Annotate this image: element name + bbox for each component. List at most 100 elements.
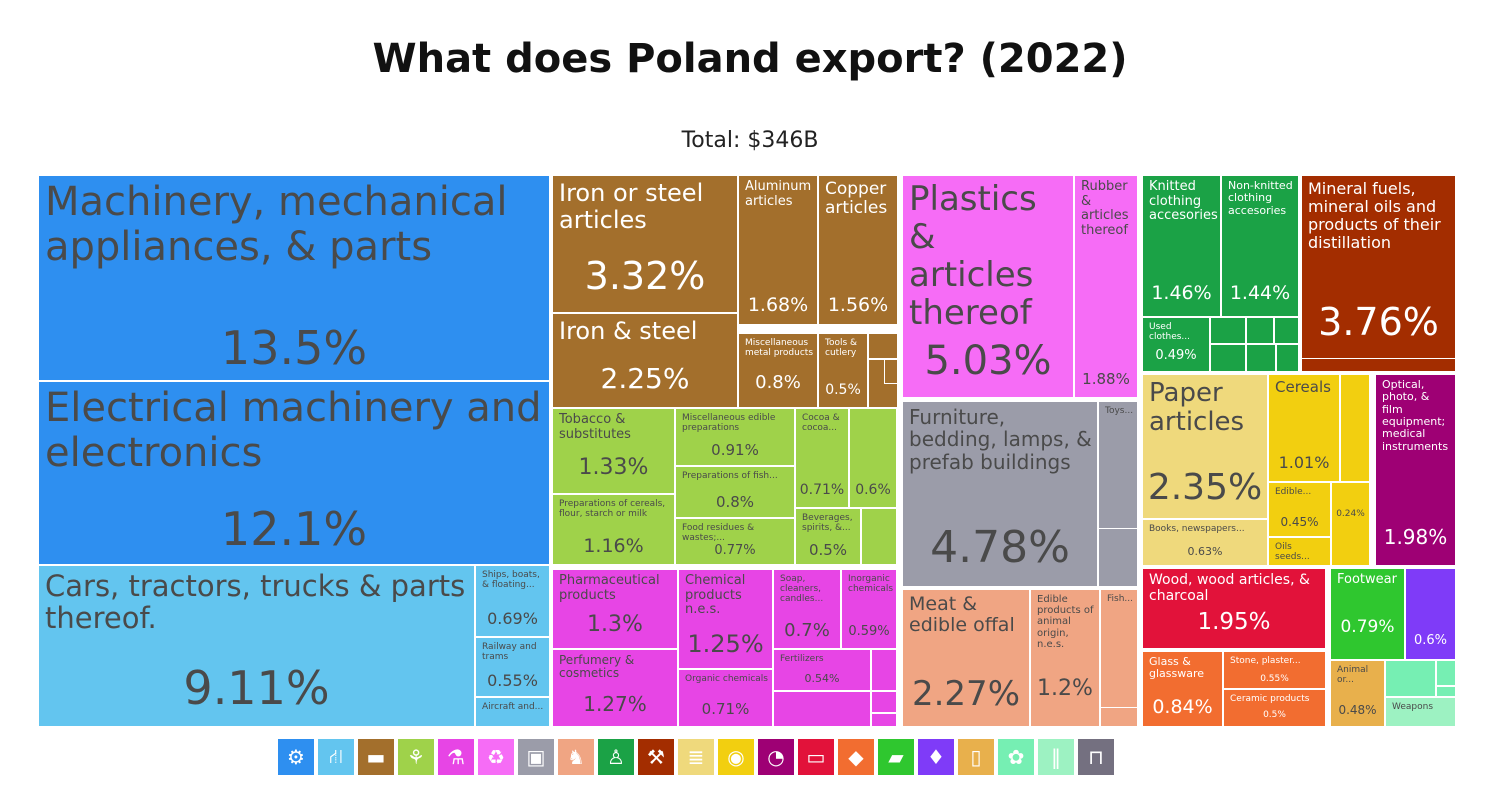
tile-small-metals[interactable] [884,359,898,384]
tile-small-chemicals[interactable] [871,713,897,727]
tile-unlabeled[interactable]: 0.6% [849,408,897,508]
tile-cocoa-cocoa[interactable]: Cocoa & cocoa... 0.71% [795,408,849,508]
tile-small-textiles[interactable] [1210,317,1246,344]
tile-edible[interactable]: Edible... 0.45% [1268,482,1331,537]
tile-used-clothes[interactable]: Used clothes... 0.49% [1142,317,1210,372]
tile-unlabeled[interactable]: 0.24% [1331,482,1370,566]
tile-small-chemicals[interactable] [773,691,871,727]
tile-food-residues-wastes[interactable]: Food residues & wastes;... 0.77% [675,518,795,565]
tile-plastics-articles-thereof[interactable]: Plastics & articles thereof 5.03% [902,175,1074,398]
legend-transport[interactable]: ⛙ [318,739,354,775]
legend-wood[interactable]: ▭ [798,739,834,775]
tile-glass-glassware[interactable]: Glass & glassware 0.84% [1142,651,1223,727]
tile-machinery-mechanical-appliances-parts[interactable]: Machinery, mechanical appliances, & part… [38,175,550,381]
tile-small-textiles[interactable] [1210,344,1246,372]
tile-inorganic-chemicals[interactable]: Inorganic chemicals 0.59% [841,569,897,649]
tile-aluminum-articles[interactable]: Aluminum articles 1.68% [738,175,818,325]
tile-tobacco-substitutes[interactable]: Tobacco & substitutes 1.33% [552,408,675,494]
legend-misc[interactable]: ⊓ [1078,739,1114,775]
tile-small-minerals[interactable] [1301,358,1456,372]
legend-chemicals[interactable]: ⚗ [438,739,474,775]
tile-electrical-machinery-and-electronics[interactable]: Electrical machinery and electronics 12.1… [38,381,550,565]
tile-cars-tractors-trucks-parts-thereof[interactable]: Cars, tractors, trucks & parts thereof. 9… [38,565,475,727]
tile-weapons[interactable]: Weapons [1385,697,1456,727]
tile-miscellaneous-edible-preparations[interactable]: Miscellaneous edible preparations 0.91% [675,408,795,466]
legend-textiles[interactable]: ♙ [598,739,634,775]
tile-knitted-clothing-accesories[interactable]: Knitted clothing accesories 1.46% [1142,175,1221,317]
tile-paper-articles[interactable]: Paper articles 2.35% [1142,374,1268,519]
legend-metals[interactable]: ▬ [358,739,394,775]
tile-label: Weapons [1392,702,1434,712]
legend-minerals[interactable]: ⚒ [638,739,674,775]
legend-animalhides[interactable]: ✿ [998,739,1034,775]
tile-small-animalhides[interactable] [1385,660,1436,697]
tile-small-animalhides[interactable] [1436,686,1456,697]
tile-small-furniture[interactable] [1098,528,1138,587]
tile-soap-cleaners-candles[interactable]: Soap, cleaners, candles... 0.7% [773,569,841,649]
tile-value: 1.3% [587,612,643,637]
tile-small-textiles[interactable] [1276,344,1299,372]
tile-unlabeled[interactable]: 0.6% [1405,568,1456,660]
tile-small-animalhides[interactable] [1436,660,1456,686]
recycle-icon: ♻ [487,745,505,769]
legend-vegetable[interactable]: ◉ [718,739,754,775]
tile-small-animal[interactable] [1100,707,1138,727]
tile-small-vegetable[interactable] [1340,374,1370,482]
legend-animal[interactable]: ♞ [558,739,594,775]
tile-preparations-of-cereals-flour-starch-or-milk[interactable]: Preparations of cereals, flour, starch o… [552,494,675,565]
legend-footwear[interactable]: ▰ [878,739,914,775]
tile-small-food[interactable] [861,508,897,565]
tile-preparations-of-fish[interactable]: Preparations of fish... 0.8% [675,466,795,518]
tile-aircraft-and[interactable]: Aircraft and... [475,697,550,727]
tile-non-knitted-clothing-accesories[interactable]: Non-knitted clothing accesories 1.44% [1221,175,1299,317]
tile-optical-photo-film-equipment-medical-instruments[interactable]: Optical, photo, & film equipment; medica… [1375,374,1456,566]
tile-perfumery-cosmetics[interactable]: Perfumery & cosmetics 1.27% [552,649,678,727]
tile-rubber-articles-thereof[interactable]: Rubber & articles thereof 1.88% [1074,175,1138,398]
tile-iron-steel[interactable]: Iron & steel 2.25% [552,313,738,408]
tile-fish[interactable]: Fish... [1100,589,1138,727]
tile-footwear[interactable]: Footwear 0.79% [1330,568,1405,660]
legend-instruments[interactable]: ◔ [758,739,794,775]
tile-furniture-bedding-lamps-prefab-buildings[interactable]: Furniture, bedding, lamps, & prefab buil… [902,401,1098,587]
legend-machinery[interactable]: ⚙ [278,739,314,775]
legend-plastics[interactable]: ♻ [478,739,514,775]
tile-small-chemicals[interactable] [871,649,897,691]
legend-foodsmall[interactable]: ▯ [958,739,994,775]
legend-stone[interactable]: ◆ [838,739,874,775]
tile-meat-edible-offal[interactable]: Meat & edible offal 2.27% [902,589,1030,727]
tile-small-metals[interactable] [868,333,898,359]
tile-oils-seeds[interactable]: Oils seeds... [1268,537,1331,566]
tile-railway-and-trams[interactable]: Railway and trams 0.55% [475,637,550,697]
tile-beverages-spirits[interactable]: Beverages, spirits, &... 0.5% [795,508,861,565]
tile-small-chemicals[interactable] [871,691,897,713]
diamond-icon: ♦ [927,745,945,769]
legend-weapons[interactable]: ‖ [1038,739,1074,775]
tile-organic-chemicals[interactable]: Organic chemicals 0.71% [678,669,773,727]
tile-iron-or-steel-articles[interactable]: Iron or steel articles 3.32% [552,175,738,313]
tile-small-textiles[interactable] [1274,317,1299,344]
tile-label: Edible products of animal origin, n.e.s. [1037,594,1094,650]
tile-copper-articles[interactable]: Copper articles 1.56% [818,175,898,325]
legend-precious[interactable]: ♦ [918,739,954,775]
tile-stone-plaster[interactable]: Stone, plaster... 0.55% [1223,651,1326,689]
tile-edible-products-of-animal-origin-n-e-s[interactable]: Edible products of animal origin, n.e.s.… [1030,589,1100,727]
tile-chemical-products-n-e-s[interactable]: Chemical products n.e.s. 1.25% [678,569,773,669]
tile-ships-boats-floating[interactable]: Ships, boats, & floating... 0.69% [475,565,550,637]
tile-miscellaneous-metal-products[interactable]: Miscellaneous metal products 0.8% [738,333,818,408]
tile-fertilizers[interactable]: Fertilizers 0.54% [773,649,871,691]
legend-furniture[interactable]: ▣ [518,739,554,775]
tile-small-textiles[interactable] [1246,317,1274,344]
legend-food[interactable]: ⚘ [398,739,434,775]
tile-cereals[interactable]: Cereals 1.01% [1268,374,1340,482]
tile-books-newspapers[interactable]: Books, newspapers... 0.63% [1142,519,1268,566]
tile-small-textiles[interactable] [1246,344,1276,372]
tile-tools-cutlery[interactable]: Tools & cutlery 0.5% [818,333,868,408]
pickaxe-icon: ⚒ [647,745,665,769]
tile-pharmaceutical-products[interactable]: Pharmaceutical products 1.3% [552,569,678,649]
tile-label: Electrical machinery and electronics [45,385,542,476]
tile-mineral-fuels-mineral-oils-and-products-of-their-distillation[interactable]: Mineral fuels, mineral oils and products… [1301,175,1456,372]
tile-ceramic-products[interactable]: Ceramic products 0.5% [1223,689,1326,727]
tile-animal-or[interactable]: Animal or... 0.48% [1330,660,1385,727]
legend-paper[interactable]: ≣ [678,739,714,775]
tile-wood-wood-articles-charcoal[interactable]: Wood, wood articles, & charcoal 1.95% [1142,568,1326,649]
